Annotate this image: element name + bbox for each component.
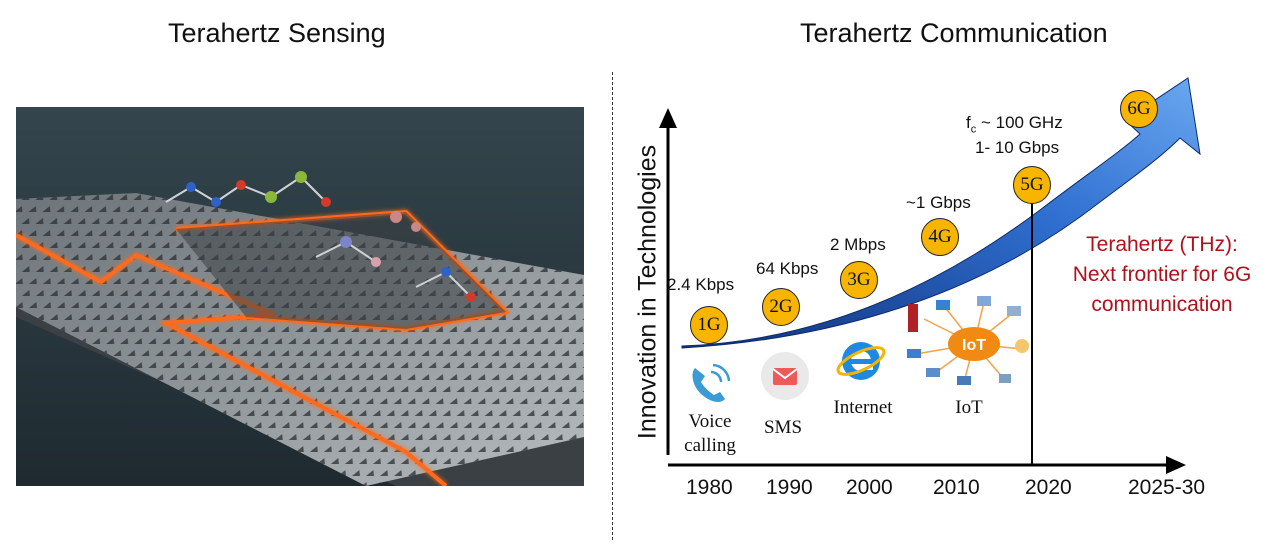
- rate-3g: 2 Mbps: [830, 235, 886, 254]
- thz-note-line-2: Next frontier for 6G: [1072, 263, 1252, 286]
- iot-badge-text: IoT: [962, 337, 986, 354]
- generation-2g-badge: 2G: [762, 288, 800, 326]
- panel-divider: [612, 72, 613, 540]
- x-tick-1980: 1980: [686, 476, 733, 499]
- browser-icon: [836, 342, 886, 380]
- x-tick-2020: 2020: [1025, 476, 1072, 499]
- iot-network-icon: IoT: [907, 296, 1029, 385]
- thz-note: Terahertz (THz): Next frontier for 6G co…: [1060, 230, 1264, 320]
- x-tick-2000: 2000: [846, 476, 893, 499]
- rate-5g: 1- 10 Gbps: [975, 138, 1060, 157]
- phone-icon: [692, 363, 731, 402]
- generation-6g-badge: 6G: [1120, 90, 1158, 128]
- rate-4g: ~1 Gbps: [906, 193, 971, 212]
- terahertz-sensing-illustration: [16, 107, 584, 486]
- thz-note-line-3: communication: [1091, 293, 1233, 316]
- x-tick-2025-30: 2025-30: [1128, 476, 1206, 499]
- molecules: [165, 171, 476, 302]
- rate-1g: 2.4 Kbps: [667, 275, 735, 294]
- service-internet: Internet: [833, 397, 893, 418]
- x-tick-2010: 2010: [933, 476, 980, 499]
- generation-1g-badge: 1G: [690, 306, 728, 344]
- y-axis-arrowhead: [659, 108, 677, 128]
- service-iot: IoT: [955, 397, 983, 418]
- x-axis-arrowhead: [1166, 456, 1186, 474]
- carrier-frequency-5g: fc ~ 100 GHz: [966, 113, 1063, 136]
- x-tick-1990: 1990: [766, 476, 813, 499]
- generation-4g-badge: 4G: [921, 218, 959, 256]
- left-panel-title: Terahertz Sensing: [168, 18, 386, 48]
- generation-5g-badge: 5G: [1013, 166, 1051, 204]
- generation-3g-badge: 3G: [840, 261, 878, 299]
- right-panel-title: Terahertz Communication: [800, 18, 1108, 48]
- service-sms: SMS: [763, 417, 803, 438]
- y-axis-label: Innovation in Technologies: [633, 144, 662, 440]
- message-icon: [761, 352, 809, 400]
- rate-2g: 64 Kbps: [756, 259, 819, 278]
- service-voice-calling: Voice calling: [684, 411, 736, 456]
- thz-note-line-1: Terahertz (THz):: [1086, 233, 1238, 256]
